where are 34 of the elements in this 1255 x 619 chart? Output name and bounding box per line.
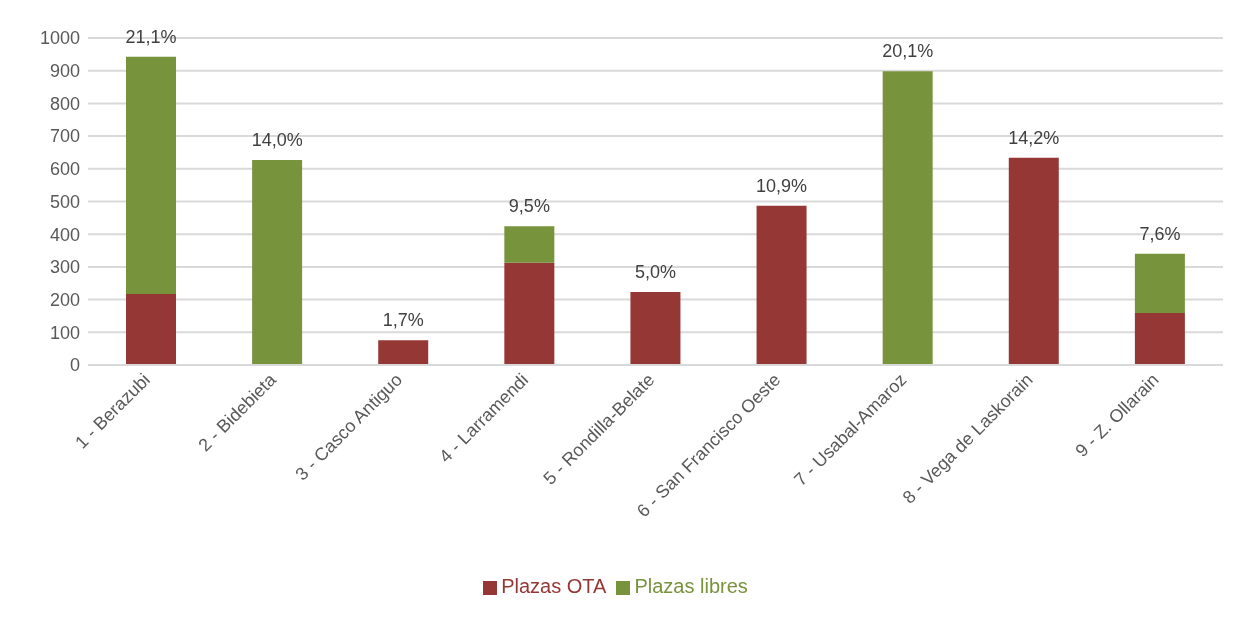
y-tick-label: 500 — [49, 191, 80, 212]
y-tick-label: 800 — [49, 93, 80, 114]
bar — [252, 159, 303, 365]
annotation: 14,0% — [251, 129, 303, 150]
annotation: 7,6% — [1139, 223, 1181, 244]
y-tick-label: 600 — [49, 159, 80, 180]
bar — [1008, 157, 1059, 365]
bar — [630, 292, 681, 365]
annotation: 10,9% — [756, 175, 808, 196]
annotation: 21,1% — [125, 26, 177, 47]
bar — [1134, 253, 1185, 314]
annotation: 14,2% — [1008, 127, 1060, 148]
legend-label: Plazas OTA — [501, 575, 607, 597]
y-tick-label: 200 — [49, 289, 80, 310]
bar — [126, 56, 176, 295]
bar — [126, 294, 176, 365]
annotation: 20,1% — [882, 41, 934, 62]
bar — [756, 205, 807, 365]
annotation: 1,7% — [382, 310, 424, 331]
y-tick-label: 1000 — [39, 28, 80, 49]
y-tick-label: 400 — [49, 224, 80, 245]
y-tick-label: 700 — [49, 126, 80, 147]
bar — [504, 226, 555, 263]
bar — [378, 340, 429, 365]
y-tick-label: 0 — [69, 355, 80, 376]
y-tick-label: 100 — [49, 322, 80, 343]
bar — [882, 71, 933, 365]
annotation: 9,5% — [508, 196, 550, 217]
legend-label: Plazas libres — [634, 575, 748, 597]
annotation: 5,0% — [634, 262, 677, 283]
y-tick-label: 900 — [49, 61, 80, 82]
bar — [504, 262, 555, 365]
bar — [1134, 313, 1185, 365]
y-tick-label: 300 — [49, 257, 80, 278]
